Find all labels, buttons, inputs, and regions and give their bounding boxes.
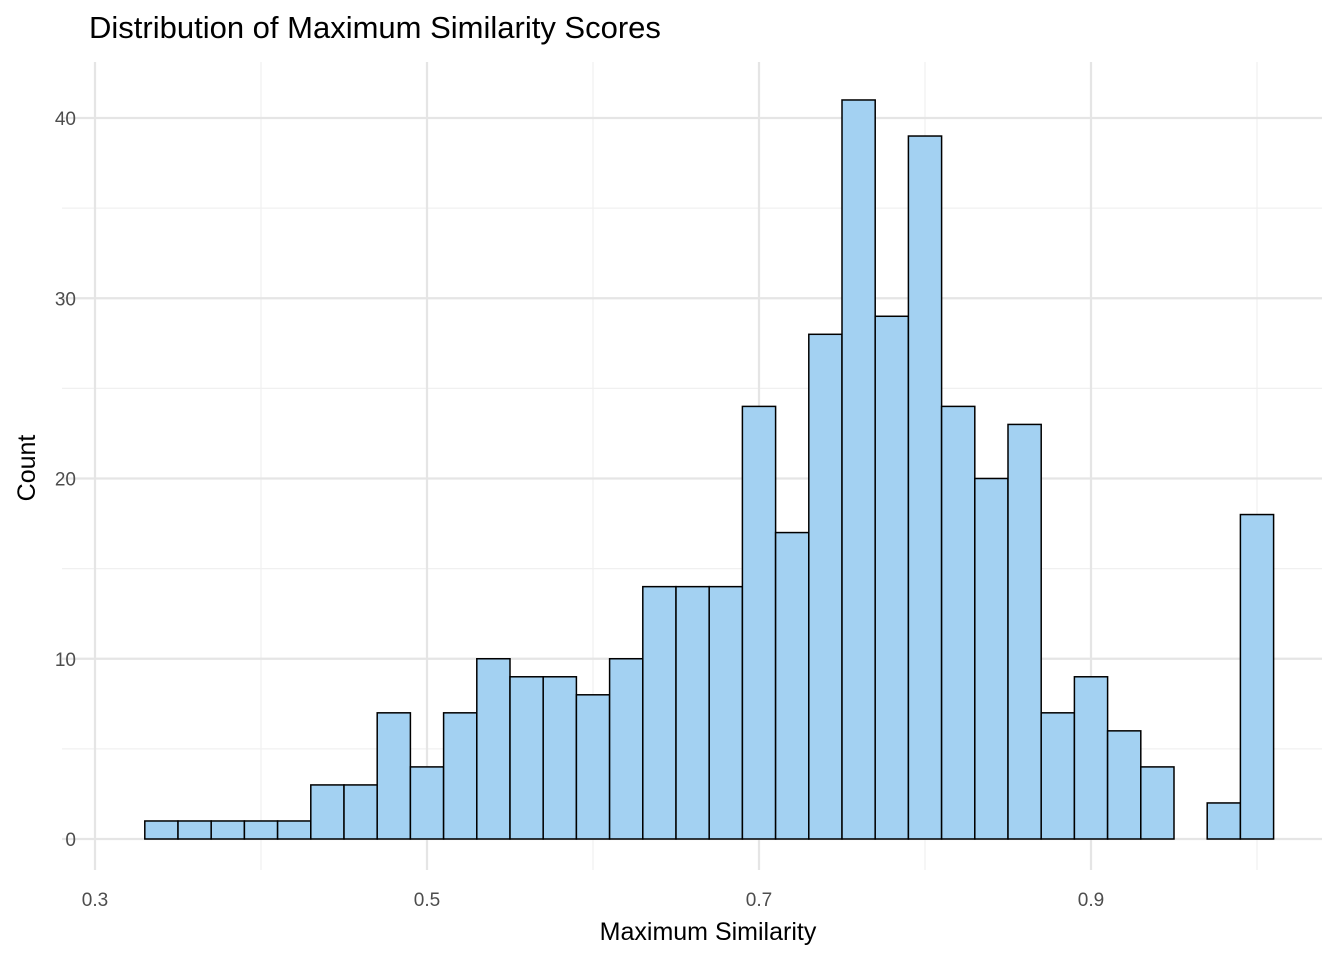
x-tick-label: 0.5: [414, 890, 440, 911]
histogram-bar: [575, 694, 611, 840]
histogram-bar: [1239, 513, 1275, 840]
y-tick-label: 0: [65, 830, 76, 851]
histogram-bar: [675, 585, 710, 840]
histogram-bar: [708, 585, 744, 840]
histogram-bar: [1007, 423, 1042, 840]
y-tick-label: 10: [55, 650, 76, 671]
histogram-bar: [210, 820, 246, 840]
histogram-bar: [808, 333, 843, 840]
histogram-bar: [177, 820, 212, 840]
histogram-bar: [509, 676, 544, 840]
histogram-bar: [476, 658, 511, 840]
histogram-bar: [1206, 802, 1242, 840]
y-axis-title: Count: [13, 435, 41, 502]
histogram-bar: [1040, 712, 1076, 840]
histogram-bar: [376, 712, 412, 840]
histogram-bar: [907, 135, 943, 840]
histogram-bar: [442, 712, 478, 840]
histogram-bar: [1140, 766, 1175, 840]
chart-title: Distribution of Maximum Similarity Score…: [89, 10, 661, 45]
histogram-bar: [409, 766, 445, 840]
histogram-bar: [1106, 730, 1142, 840]
histogram-bar: [276, 820, 312, 840]
x-axis-tick-labels: 0.3 0.5 0.7 0.9: [82, 890, 1104, 911]
histogram-bar: [1073, 676, 1109, 840]
histogram-bar: [841, 99, 876, 840]
y-tick-label: 30: [55, 289, 76, 310]
y-axis-tick-labels: 0 10 20 30 40: [55, 109, 76, 851]
histogram-bar: [608, 658, 644, 840]
histogram-bar: [310, 784, 345, 840]
histogram-bar: [774, 531, 810, 840]
y-tick-label: 40: [55, 109, 76, 130]
histogram-bar: [874, 315, 910, 840]
x-tick-label: 0.3: [82, 890, 108, 911]
histogram-bar: [343, 784, 378, 840]
histogram-bar: [642, 585, 677, 840]
x-tick-label: 0.7: [746, 890, 772, 911]
x-axis-title: Maximum Similarity: [600, 918, 817, 946]
histogram-bar: [940, 405, 976, 840]
histogram-bars: [144, 99, 1275, 840]
histogram-bar: [741, 405, 777, 840]
histogram-bar: [243, 820, 279, 840]
x-tick-label: 0.9: [1078, 890, 1104, 911]
histogram-bar: [974, 477, 1009, 840]
histogram-bar: [542, 676, 578, 840]
histogram-bar: [144, 820, 179, 840]
y-tick-label: 20: [55, 470, 76, 491]
